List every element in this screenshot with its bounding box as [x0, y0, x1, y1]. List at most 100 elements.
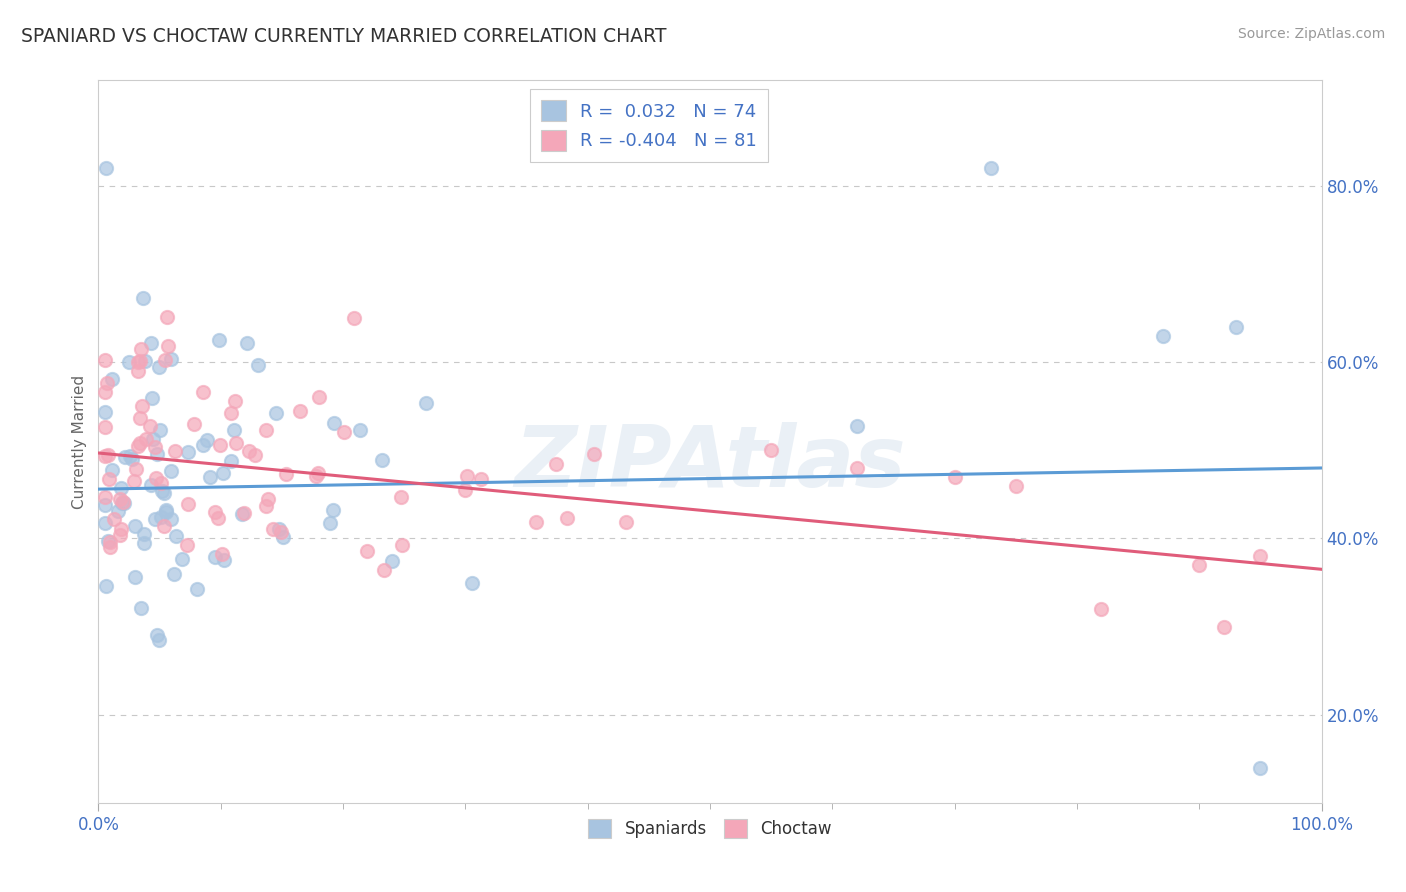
Point	[150, 475, 173, 490]
Point	[111, 495, 134, 509]
Point	[254, 423, 277, 437]
Point	[97, 534, 120, 549]
Point	[132, 536, 155, 550]
Point	[1188, 558, 1211, 572]
Point	[93, 384, 115, 399]
Point	[127, 364, 149, 378]
Point	[333, 425, 356, 439]
Point	[349, 423, 371, 437]
Point	[219, 454, 242, 468]
Point	[208, 333, 231, 347]
Point	[110, 522, 132, 536]
Text: SPANIARD VS CHOCTAW CURRENTLY MARRIED CORRELATION CHART: SPANIARD VS CHOCTAW CURRENTLY MARRIED CO…	[21, 27, 666, 45]
Point	[204, 549, 226, 564]
Point	[373, 563, 395, 577]
Point	[93, 516, 115, 530]
Point	[129, 343, 152, 357]
Point	[582, 447, 605, 461]
Point	[845, 461, 868, 475]
Point	[94, 579, 117, 593]
Point	[1249, 549, 1271, 563]
Point	[195, 433, 218, 447]
Point	[555, 511, 578, 525]
Point	[1090, 602, 1112, 616]
Point	[266, 406, 288, 420]
Point	[128, 436, 150, 450]
Point	[160, 464, 183, 478]
Point	[150, 484, 173, 499]
Point	[146, 628, 169, 642]
Point	[98, 540, 121, 554]
Point	[224, 423, 246, 437]
Point	[288, 404, 311, 418]
Point	[761, 443, 783, 458]
Point	[470, 472, 492, 486]
Point	[616, 515, 638, 529]
Point	[270, 525, 292, 540]
Point	[1152, 328, 1174, 343]
Point	[148, 632, 170, 647]
Point	[1225, 320, 1247, 334]
Point	[139, 336, 162, 351]
Point	[943, 470, 966, 484]
Point	[156, 310, 179, 324]
Point	[110, 491, 132, 506]
Point	[524, 515, 547, 529]
Point	[308, 391, 330, 405]
Point	[135, 432, 157, 446]
Text: ZIPAtlas: ZIPAtlas	[515, 422, 905, 505]
Point	[254, 500, 277, 514]
Point	[124, 474, 146, 488]
Point	[381, 554, 404, 568]
Point	[93, 450, 115, 464]
Point	[225, 436, 247, 450]
Point	[125, 461, 148, 475]
Point	[170, 551, 193, 566]
Point	[163, 567, 186, 582]
Point	[343, 311, 366, 326]
Point	[110, 481, 132, 495]
Point	[94, 498, 117, 512]
Point	[163, 443, 186, 458]
Point	[544, 457, 567, 471]
Point	[155, 505, 177, 519]
Point	[176, 538, 198, 552]
Point	[134, 354, 156, 368]
Point	[153, 486, 176, 500]
Point	[139, 418, 162, 433]
Point	[93, 405, 115, 419]
Point	[235, 336, 257, 351]
Point	[1212, 619, 1234, 633]
Point	[238, 444, 260, 458]
Point	[139, 478, 162, 492]
Point	[132, 291, 155, 305]
Point	[207, 510, 229, 524]
Point	[98, 534, 121, 549]
Point	[103, 512, 125, 526]
Point	[276, 467, 298, 481]
Point	[211, 466, 233, 480]
Point	[128, 410, 150, 425]
Point	[233, 507, 256, 521]
Point	[149, 509, 172, 524]
Y-axis label: Currently Married: Currently Married	[72, 375, 87, 508]
Point	[198, 470, 221, 484]
Point	[149, 423, 172, 437]
Point	[980, 161, 1002, 176]
Point	[212, 553, 235, 567]
Point	[127, 355, 149, 369]
Point	[155, 503, 177, 517]
Point	[391, 538, 413, 552]
Point	[124, 519, 146, 533]
Point	[219, 406, 242, 420]
Point	[389, 490, 412, 504]
Point	[267, 522, 290, 536]
Point	[271, 530, 294, 544]
Point	[97, 472, 120, 486]
Point	[245, 448, 267, 462]
Point	[1004, 478, 1026, 492]
Point	[456, 468, 478, 483]
Point	[307, 467, 329, 481]
Point	[153, 353, 176, 368]
Point	[145, 471, 167, 485]
